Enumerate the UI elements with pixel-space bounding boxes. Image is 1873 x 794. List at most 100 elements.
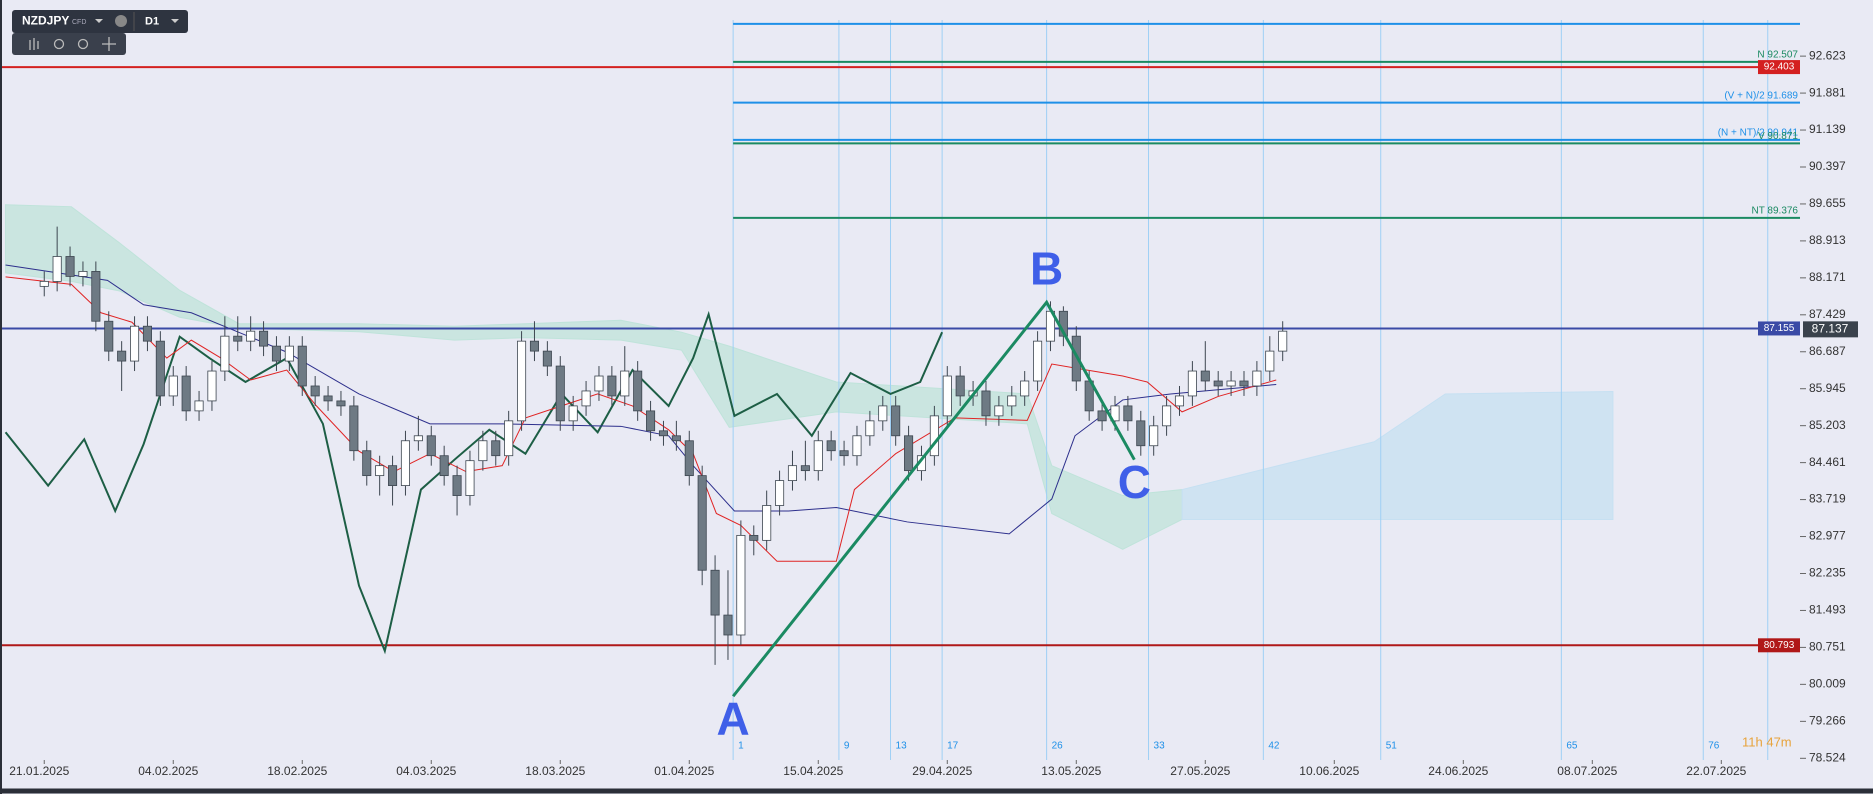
crosshair-button[interactable] (102, 37, 116, 51)
candle-body (787, 465, 798, 482)
timeframe[interactable]: D1 (145, 15, 159, 27)
y-tick-label: 80.751 (1809, 640, 1846, 654)
candle-body (981, 390, 991, 417)
timeframe-dropdown[interactable] (171, 19, 179, 23)
y-tick-label: 83.719 (1809, 492, 1846, 506)
candle-body (78, 271, 88, 277)
candle-body (736, 534, 746, 636)
level-price-label: 87.155 (1764, 323, 1795, 334)
y-tick-label: 88.913 (1809, 233, 1846, 247)
candle-body (91, 271, 101, 322)
badge: CFD (72, 19, 86, 26)
candle-body (155, 340, 165, 397)
y-tick-label: 92.623 (1809, 48, 1846, 62)
candle-body (1278, 330, 1288, 352)
y-tick-label: 89.655 (1809, 196, 1846, 210)
candle-body (39, 280, 49, 287)
candle-body (504, 420, 514, 457)
candle-body (400, 440, 410, 486)
x-tick-label: 04.02.2025 (138, 764, 198, 778)
candle-body (800, 465, 810, 472)
candle-body (142, 325, 152, 342)
candle-body (529, 340, 539, 352)
candle-body (878, 405, 888, 422)
zoom-out-button[interactable] (53, 38, 65, 50)
current-price-box (1803, 321, 1858, 338)
candle-body (852, 435, 862, 457)
candle-body (233, 335, 243, 342)
level-label: V 90.871 (1758, 131, 1798, 142)
level-price-label: 92.403 (1764, 62, 1795, 73)
x-tick-label: 21.01.2025 (9, 764, 69, 778)
indicator-line (4, 310, 944, 655)
indicator-line (5, 276, 1277, 562)
candle-body (271, 345, 281, 362)
time-line-label: 33 (1154, 741, 1166, 752)
candle-body (594, 375, 604, 392)
candle-body (1149, 425, 1159, 447)
symbol[interactable]: NZDJPY (22, 14, 69, 28)
candle-body (723, 614, 733, 636)
candle-body (375, 465, 385, 477)
zoom-in-button[interactable] (77, 38, 89, 50)
indicators-button[interactable] (29, 38, 39, 50)
y-tick-label: 82.977 (1809, 529, 1846, 543)
candle-body (839, 450, 849, 457)
candle-body (775, 480, 785, 506)
time-line-label: 76 (1708, 741, 1720, 752)
candle-body (181, 375, 191, 412)
candle-body (259, 330, 269, 347)
x-tick-label: 15.04.2025 (783, 764, 843, 778)
candle-body (646, 410, 656, 432)
candle-body (1265, 350, 1275, 372)
candle-body (904, 435, 914, 472)
toolbar: NZDJPY CFD D1 (12, 10, 188, 55)
y-tick-label: 81.493 (1809, 603, 1846, 617)
y-tick-label: 91.881 (1809, 85, 1846, 99)
y-tick-label: 79.266 (1809, 714, 1846, 728)
candle-body (465, 460, 475, 496)
candle-body (994, 405, 1004, 417)
candle-body (65, 256, 75, 277)
y-tick-label: 86.687 (1809, 344, 1846, 358)
candle-body (542, 350, 552, 367)
candle-body (607, 375, 617, 397)
x-tick-label: 27.05.2025 (1170, 764, 1230, 778)
time-line-label: 26 (1052, 741, 1064, 752)
candle-body (581, 390, 591, 407)
time-line-label: 65 (1566, 741, 1578, 752)
candle-body (517, 340, 527, 422)
ichimoku-cloud (1181, 390, 1614, 520)
wave-label: B (1030, 242, 1063, 294)
x-tick-label: 18.02.2025 (267, 764, 327, 778)
x-tick-label: 08.07.2025 (1557, 764, 1617, 778)
candle-body (929, 415, 939, 457)
candle-body (1174, 395, 1185, 407)
time-line-label: 17 (947, 741, 959, 752)
candle-body (671, 435, 681, 442)
candle-body (1213, 380, 1223, 387)
candle-body (555, 365, 565, 422)
level-price-box (1758, 638, 1800, 653)
time-line-label: 13 (896, 741, 908, 752)
candle-body (1252, 370, 1262, 387)
level-label: (N + NT)/2 90.941 (1718, 128, 1799, 139)
candle-body (426, 435, 436, 457)
info-icon[interactable] (115, 15, 127, 27)
candle-body (826, 440, 836, 452)
symbol-dropdown[interactable] (95, 19, 103, 23)
candle-body (633, 370, 643, 412)
candle-body (697, 475, 707, 571)
candle-body (942, 375, 952, 417)
candle-body (117, 350, 127, 362)
candle-body (297, 345, 307, 387)
candle-body (452, 475, 462, 496)
candle-body (413, 435, 423, 442)
y-tick-label: 91.139 (1809, 122, 1846, 136)
candle-body (1020, 380, 1030, 397)
x-tick-label: 22.07.2025 (1686, 764, 1746, 778)
candle-body (168, 375, 178, 397)
candle-body (1007, 395, 1017, 407)
x-tick-label: 18.03.2025 (525, 764, 585, 778)
